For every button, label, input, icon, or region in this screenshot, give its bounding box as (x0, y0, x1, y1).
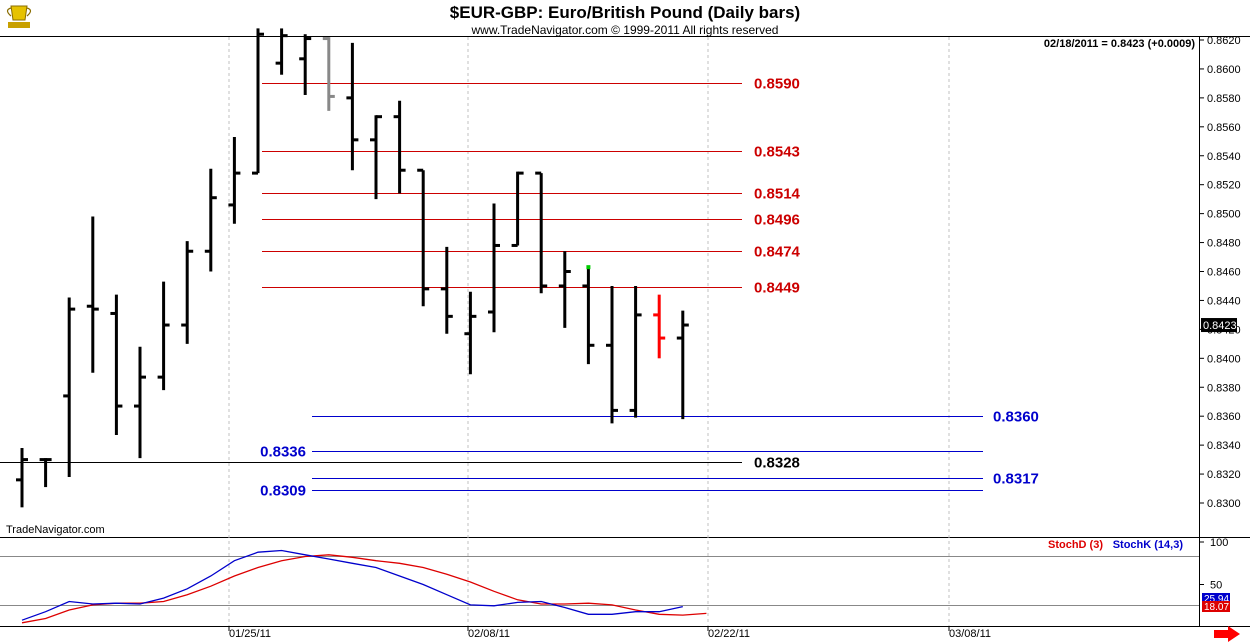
signal-marker (586, 265, 591, 270)
price-tick-label: 0.8340 (1207, 440, 1241, 452)
right-arrow-icon[interactable] (1214, 626, 1240, 642)
price-tick-label: 0.8440 (1207, 295, 1241, 307)
price-tick-label: 0.8540 (1207, 151, 1241, 163)
level-label-resistance: 0.8514 (754, 186, 801, 203)
price-tick-label: 0.8300 (1207, 498, 1241, 510)
ohlc-bar (299, 34, 312, 95)
level-label-resistance: 0.8496 (754, 212, 800, 229)
stochk-line (21, 549, 683, 621)
price-tick-label: 0.8520 (1207, 180, 1241, 192)
last-price-badge (1201, 318, 1237, 333)
ohlc-bar (535, 171, 548, 294)
ohlc-bar (488, 203, 500, 333)
price-tick-label: 0.8500 (1207, 209, 1241, 221)
ohlc-bar (440, 246, 453, 334)
stoch-k-readout: 25.94 (1202, 593, 1230, 605)
stoch-tick-label: 100 (1210, 537, 1228, 549)
price-tick-label: 0.8480 (1207, 238, 1241, 250)
ohlc-bar (181, 241, 194, 344)
stochd-legend: StochD (3) (1048, 539, 1103, 551)
stochd-line (21, 554, 707, 624)
stoch-d-value: 18.07 (1204, 602, 1229, 613)
date-tick-label: 03/08/11 (949, 628, 991, 640)
level-label-support: 0.8317 (993, 471, 1039, 488)
ohlc-bar (393, 100, 406, 194)
level-label-support: 0.8309 (260, 483, 306, 500)
ohlc-bar (676, 310, 689, 420)
price-tick-label: 0.8360 (1207, 411, 1241, 423)
level-label-resistance: 0.8590 (754, 76, 800, 93)
stochk-legend: StochK (14,3) (1113, 539, 1184, 551)
ohlc-bar (86, 216, 99, 373)
price-axis: 0.8620 0.8600 0.8580 0.8560 0.8540 0.8520 0.85… (1199, 35, 1241, 510)
stoch-k-value: 25.94 (1204, 594, 1229, 605)
date-tick-label: 02/08/11 (468, 628, 510, 640)
ohlc-bar (275, 28, 288, 75)
date-tick-label: 01/25/11 (229, 628, 271, 640)
price-tick-label: 0.8580 (1207, 93, 1241, 105)
ohlc-bar (228, 136, 241, 224)
stoch-d-readout: 18.07 (1202, 601, 1230, 613)
level-label-support: 0.8360 (993, 409, 1039, 426)
price-tick-label: 0.8560 (1207, 122, 1241, 134)
logo-icon (6, 5, 32, 28)
chart-title: $EUR-GBP: Euro/British Pound (Daily bars… (450, 3, 800, 22)
ohlc-bar (110, 294, 123, 435)
ohlc-bar (322, 37, 335, 111)
ohlc-bar (63, 297, 76, 477)
chart-subtitle: www.TradeNavigator.com © 1999-2011 All r… (471, 23, 779, 37)
ohlc-bar (16, 448, 28, 508)
ohlc-bar (629, 285, 642, 418)
ohlc-bars (16, 28, 689, 508)
ohlc-bar (511, 171, 524, 247)
stoch-tick-label: 50 (1210, 580, 1222, 592)
ohlc-bar (606, 285, 618, 424)
ohlc-bar (39, 458, 52, 488)
scroll-right-button[interactable] (1214, 626, 1240, 642)
price-tick-label: 0.8600 (1207, 64, 1241, 76)
ohlc-bar (370, 115, 382, 200)
ohlc-bar (417, 168, 430, 307)
vertical-gridlines (228, 37, 950, 626)
quote-readout: 02/18/2011 = 0.8423 (+0.0009) (1044, 38, 1195, 50)
ohlc-bar (157, 281, 170, 391)
price-tick-label: 0.8620 (1207, 35, 1241, 47)
level-label-pivot: 0.8328 (754, 455, 800, 472)
support-resistance-levels: 0.8590 0.8543 0.8514 0.8496 0.8474 0.8449 0.83… (0, 76, 1039, 500)
ohlc-bar (346, 42, 359, 171)
ohlc-bar (204, 168, 217, 272)
stochastic-lines (21, 549, 707, 624)
watermark: TradeNavigator.com (6, 524, 105, 536)
date-tick-label: 02/22/11 (708, 628, 750, 640)
ohlc-bar (134, 346, 146, 459)
last-price-label: 0.8423 (1203, 320, 1237, 332)
ohlc-bar (653, 294, 666, 359)
price-tick-label: 0.8460 (1207, 267, 1241, 279)
ohlc-bar (558, 251, 571, 328)
price-tick-label: 0.8320 (1207, 469, 1241, 481)
stoch-axis: 100 50 (1199, 537, 1228, 592)
price-tick-label: 0.8400 (1207, 353, 1241, 365)
ohlc-bar (582, 265, 595, 365)
level-label-resistance: 0.8543 (754, 144, 800, 161)
level-label-resistance: 0.8449 (754, 280, 800, 297)
date-axis: 01/25/11 02/08/11 02/22/11 03/08/11 (228, 626, 991, 640)
price-tick-label: 0.8380 (1207, 382, 1241, 394)
ohlc-bar (252, 28, 264, 175)
ohlc-bar (464, 291, 477, 375)
level-label-support: 0.8336 (260, 444, 306, 461)
level-label-resistance: 0.8474 (754, 244, 801, 261)
